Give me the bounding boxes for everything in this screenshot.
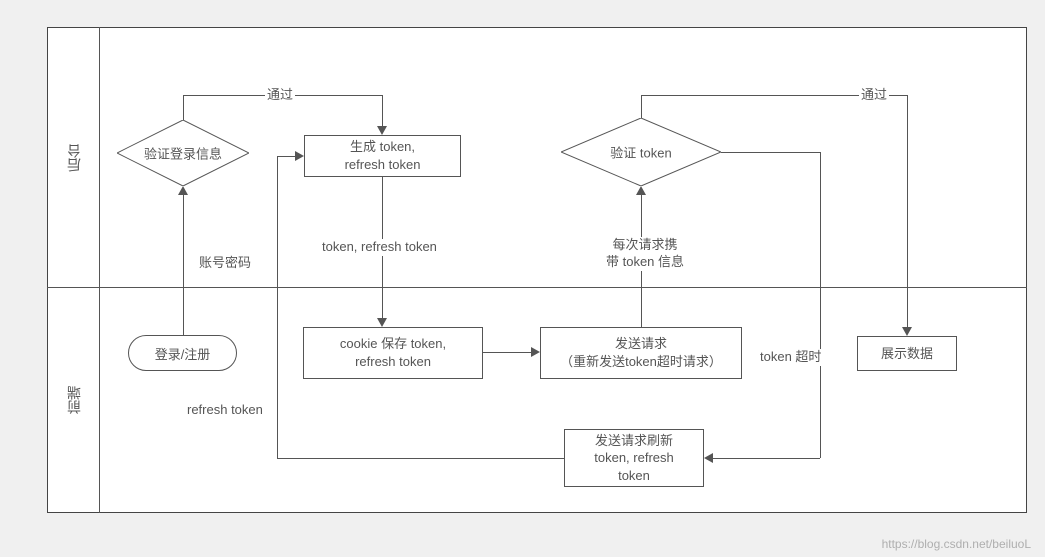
edge	[183, 195, 184, 335]
edge	[721, 152, 820, 153]
node-verify-token: 验证 token	[561, 118, 721, 186]
node-label: 验证 token	[610, 143, 671, 162]
node-show-data: 展示数据	[857, 336, 957, 371]
arrowhead-icon	[636, 186, 646, 195]
edge-label: 通过	[265, 87, 295, 104]
arrowhead-icon	[377, 318, 387, 327]
arrowhead-icon	[902, 327, 912, 336]
lane-label-frontend: 前端	[48, 288, 99, 512]
edge	[382, 95, 383, 126]
node-generate-token: 生成 token,refresh token	[304, 135, 461, 177]
flowchart-canvas: 后台 前端 登录/注册 验证登录信息 生成 token,refresh toke…	[0, 0, 1045, 557]
node-label: 发送请求（重新发送token超时请求）	[560, 335, 722, 370]
edge	[277, 156, 278, 458]
arrowhead-icon	[704, 453, 713, 463]
lane-label-text: 前端	[64, 386, 84, 414]
node-login: 登录/注册	[128, 335, 237, 371]
edge	[820, 152, 821, 458]
edge-label: 账号密码	[197, 255, 253, 272]
node-cookie-save: cookie 保存 token,refresh token	[303, 327, 483, 379]
node-label: 发送请求刷新token, refreshtoken	[594, 432, 674, 485]
arrowhead-icon	[531, 347, 540, 357]
node-label: 登录/注册	[155, 344, 211, 363]
edge	[483, 352, 531, 353]
arrowhead-icon	[377, 126, 387, 135]
edge	[907, 95, 908, 327]
node-label: 验证登录信息	[144, 144, 222, 163]
arrowhead-icon	[295, 151, 304, 161]
node-refresh-request: 发送请求刷新token, refreshtoken	[564, 429, 704, 487]
edge	[641, 95, 642, 118]
edge-label: 每次请求携带 token 信息	[604, 237, 686, 271]
edge	[713, 458, 820, 459]
lane-label-text: 后台	[64, 144, 84, 172]
node-send-request: 发送请求（重新发送token超时请求）	[540, 327, 742, 379]
lane-col-divider	[99, 27, 100, 513]
arrowhead-icon	[178, 186, 188, 195]
node-label: 展示数据	[881, 345, 933, 363]
lane-divider	[47, 287, 1027, 288]
edge-label: token, refresh token	[320, 239, 439, 256]
edge	[277, 458, 564, 459]
edge-label: token 超时	[758, 349, 823, 366]
node-label: 生成 token,refresh token	[345, 138, 421, 173]
node-verify-login: 验证登录信息	[117, 120, 249, 186]
node-label: cookie 保存 token,refresh token	[340, 335, 446, 370]
lane-label-backend: 后台	[48, 28, 99, 287]
edge	[183, 95, 184, 120]
edge-label: 通过	[859, 87, 889, 104]
edge-label: refresh token	[185, 402, 265, 419]
watermark: https://blog.csdn.net/beiluoL	[882, 537, 1031, 551]
edge	[277, 156, 295, 157]
